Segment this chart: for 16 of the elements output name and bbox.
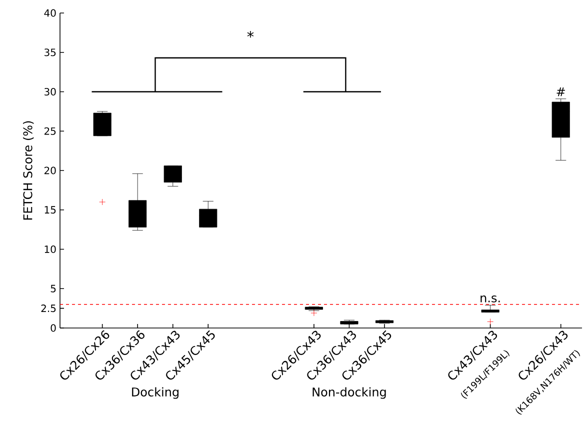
y-tick-label: 5 <box>50 284 56 292</box>
annotation: * <box>247 31 254 38</box>
y-tick-label: 0 <box>50 324 56 332</box>
y-tick-label: 15 <box>44 206 56 214</box>
y-tick-label: 10 <box>44 245 56 254</box>
y-tick-label: 2.5 <box>41 304 56 312</box>
y-tick-label: 35 <box>44 48 56 56</box>
y-tick-label: 20 <box>44 166 56 174</box>
text: Docking <box>132 387 178 399</box>
text: Non-docking <box>312 387 386 399</box>
y-axis-title: FETCH Score (%) <box>23 121 34 220</box>
y-tick-label: 25 <box>44 127 56 135</box>
y-tick-label: 30 <box>44 88 56 96</box>
annotation: n.s. <box>480 296 500 302</box>
annotation: # <box>556 87 565 96</box>
y-tick-label: 40 <box>44 9 56 17</box>
